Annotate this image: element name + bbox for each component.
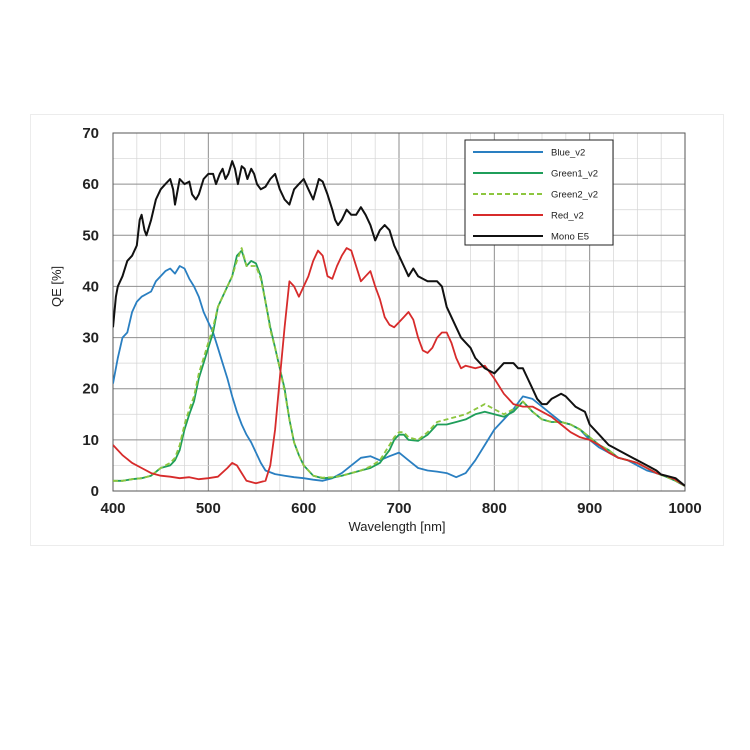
chart-panel: 400 500 600 700 800 900 1000 0 10 20 30 40 50 60 70 Wav…	[30, 114, 724, 546]
series-line-red-v2	[113, 247, 685, 487]
x-tick-label: 800	[482, 500, 507, 517]
x-tick-label: 900	[577, 500, 602, 517]
y-tick-label: 60	[82, 176, 99, 193]
x-tick-label: 500	[196, 500, 221, 517]
series-group	[113, 160, 685, 487]
legend-label: Blue_v2	[551, 148, 585, 159]
legend-label: Green2_v2	[551, 190, 598, 201]
series-line-green2-v2	[113, 247, 685, 487]
qe-line-chart: 400 500 600 700 800 900 1000 0 10 20 30 40 50 60 70 Wav…	[49, 125, 702, 534]
x-tick-label: 700	[386, 500, 411, 517]
y-tick-label: 0	[91, 483, 99, 500]
plot-border	[112, 132, 686, 492]
legend-label: Red_v2	[551, 211, 584, 222]
y-axis-title: QE [%]	[49, 266, 64, 307]
y-tick-label: 40	[82, 278, 99, 295]
legend-label: Mono E5	[551, 232, 589, 243]
y-tick-label: 10	[82, 432, 99, 449]
x-tick-label: 1000	[668, 500, 701, 517]
legend-label: Green1_v2	[551, 169, 598, 180]
y-tick-label: 30	[82, 330, 99, 347]
y-tick-label: 50	[82, 227, 99, 244]
legend-box	[464, 139, 614, 246]
x-tick-label: 400	[100, 500, 125, 517]
y-tick-label: 70	[82, 125, 99, 142]
legend: Blue_v2 Green1_v2 Green2_v2 Red_v2 Mono E5	[464, 139, 614, 246]
x-tick-label: 600	[291, 500, 316, 517]
y-tick-label: 20	[82, 381, 99, 398]
x-axis-title: Wavelength [nm]	[348, 519, 445, 534]
series-line-mono-e5	[113, 160, 685, 487]
